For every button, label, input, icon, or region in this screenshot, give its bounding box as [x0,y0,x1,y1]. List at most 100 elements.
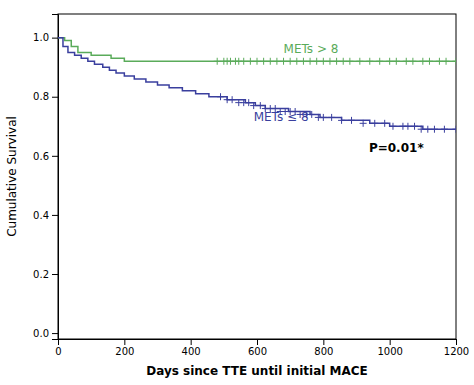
x-tick-label: 400 [182,346,201,357]
censor-mark [441,126,448,133]
censor-mark [356,58,363,65]
censor-mark [389,123,396,130]
censor-mark [273,58,280,65]
annotation: P=0.01* [369,141,424,155]
x-tick: 400 [182,339,201,357]
censor-mark [245,99,252,106]
x-tick-label: 0 [55,346,61,357]
censor-mark [386,58,393,65]
x-tick-mark [456,339,457,345]
censor-mark [214,58,221,65]
censor-mark [267,58,274,65]
censor-mark [293,58,300,65]
y-axis: 0.0 0.2 0.4 0.6 0.8 1.0 [33,15,58,340]
x-tick-label: 1200 [444,346,469,357]
step-line [58,38,456,130]
censor-mark [348,117,355,124]
censor-mark [436,58,443,65]
x-tick: 200 [115,339,134,357]
censor-mark [338,117,345,124]
chart: 0 200 400 600 800 1000 1200 0.0 0.2 0.4 0.6 0.8 1.0 M… [0,0,474,385]
censor-mark [404,123,411,130]
censor-mark [409,58,416,65]
y-tick-mark [52,215,58,216]
censor-mark [287,58,294,65]
x-tick-label: 200 [115,346,134,357]
censor-mark [308,111,315,118]
y-axis-title: Cumulative Survival [5,116,19,237]
y-tick: 0.6 [33,151,58,162]
censor-mark [346,58,353,65]
censor-mark [453,58,457,65]
y-tick-mark [52,333,58,334]
x-axis: 0 200 400 600 800 1000 1200 [55,339,469,357]
censor-mark [320,58,327,65]
censor-mark [320,114,327,121]
step-line [58,38,456,62]
censor-mark [229,96,236,103]
censor-mark [403,58,410,65]
plot-frame [58,14,456,339]
x-tick-label: 600 [248,346,267,357]
y-tick-mark [52,97,58,98]
censor-mark [426,58,433,65]
censor-mark [376,58,383,65]
x-tick: 800 [314,339,333,357]
x-axis-title: Days since TTE until initial MACE [146,364,368,378]
y-tick-label: 0.0 [33,328,49,339]
censor-mark [254,58,261,65]
y-tick-mark [52,156,58,157]
x-tick: 600 [248,339,267,357]
censor-mark [307,58,314,65]
censor-mark [453,126,457,133]
censor-mark [381,120,388,127]
censor-mark [257,102,264,109]
censor-mark [411,123,418,130]
censor-mark [217,93,224,100]
censor-mark [260,58,267,65]
marker-group [217,93,456,133]
marker-group [214,58,456,65]
y-tick: 0.0 [33,328,58,339]
annotations: METs > 8 METs ≤ 8 P=0.01* [254,42,425,155]
censor-mark [419,58,426,65]
censor-mark [360,120,367,127]
y-tick: 0.8 [33,91,58,102]
x-tick: 0 [55,339,61,357]
censor-mark [366,58,373,65]
censor-mark [313,58,320,65]
x-tick-mark [323,339,324,345]
x-tick-label: 1000 [377,346,402,357]
censor-mark [418,126,425,133]
annotation: METs ≤ 8 [254,110,309,124]
censor-mark [280,58,287,65]
censor-mark [424,126,431,133]
censor-mark [247,58,254,65]
y-tick: 0.4 [33,210,58,221]
censor-mark [333,58,340,65]
x-tick: 1200 [444,339,469,357]
censor-mark [371,120,378,127]
x-tick-mark [257,339,258,345]
y-tick-label: 0.8 [33,91,49,102]
y-tick: 1.0 [33,32,58,43]
y-tick-label: 0.2 [33,269,49,280]
censor-mark [443,58,450,65]
y-tick-mark [52,38,58,39]
censor-mark [240,58,247,65]
censor-mark [250,102,257,109]
x-tick-mark [124,339,125,345]
x-tick-mark [390,339,391,345]
y-tick-label: 0.6 [33,151,49,162]
annotation: METs > 8 [284,42,339,56]
y-tick-label: 0.4 [33,210,49,221]
y-tick-mark [52,274,58,275]
x-tick-mark [191,339,192,345]
y-tick-label: 1.0 [33,32,49,43]
x-tick-label: 800 [314,346,333,357]
y-tick: 0.2 [33,269,58,280]
censor-mark [300,58,307,65]
x-axis-line [59,340,457,346]
censor-mark [431,126,438,133]
censor-mark [326,58,333,65]
